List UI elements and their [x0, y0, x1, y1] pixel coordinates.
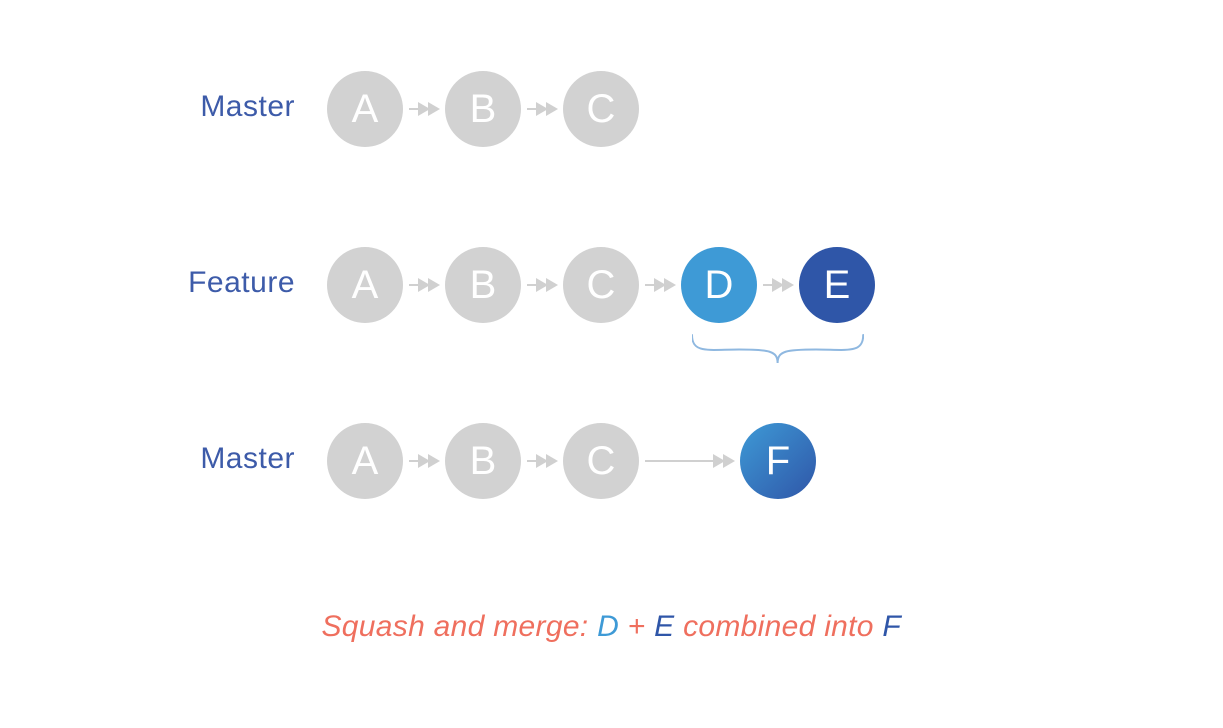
- arrowhead-icon: [723, 454, 735, 468]
- brace-icon: [692, 333, 863, 369]
- commit-letter: C: [587, 265, 616, 305]
- arrow-icon: [409, 108, 429, 110]
- commit-letter: D: [705, 265, 734, 305]
- row-label-r2: Feature: [188, 266, 295, 300]
- caption-segment: F: [882, 610, 901, 643]
- caption-segment: +: [619, 610, 654, 643]
- arrow-icon: [409, 460, 429, 462]
- arrow-icon: [527, 460, 547, 462]
- commit-node-d: D: [681, 247, 757, 323]
- arrow-icon: [409, 284, 429, 286]
- commit-letter: C: [587, 441, 616, 481]
- commit-node-f: F: [740, 423, 816, 499]
- commit-letter: A: [352, 441, 379, 481]
- caption-text: Squash and merge: D + E combined into F: [322, 610, 902, 644]
- commit-node-a: A: [327, 423, 403, 499]
- commit-node-a: A: [327, 247, 403, 323]
- commit-letter: A: [352, 89, 379, 129]
- commit-letter: B: [470, 89, 497, 129]
- commit-node-c: C: [563, 423, 639, 499]
- commit-letter: B: [470, 441, 497, 481]
- commit-letter: C: [587, 89, 616, 129]
- commit-node-b: B: [445, 247, 521, 323]
- arrow-icon: [527, 108, 547, 110]
- caption-segment: D: [597, 610, 619, 643]
- arrowhead-icon: [782, 278, 794, 292]
- commit-letter: B: [470, 265, 497, 305]
- commit-node-b: B: [445, 71, 521, 147]
- commit-node-c: C: [563, 71, 639, 147]
- arrow-icon: [527, 284, 547, 286]
- caption-segment: Squash and merge:: [322, 610, 598, 643]
- commit-node-a: A: [327, 71, 403, 147]
- row-label-r1: Master: [200, 90, 295, 124]
- commit-node-b: B: [445, 423, 521, 499]
- caption-segment: combined into: [674, 610, 882, 643]
- arrow-icon: [645, 284, 665, 286]
- arrow-icon: [645, 460, 724, 462]
- arrowhead-icon: [428, 278, 440, 292]
- arrowhead-icon: [546, 102, 558, 116]
- diagram-canvas: MasterABCFeatureABCDEMasterABCFSquash an…: [0, 0, 1223, 728]
- arrowhead-icon: [546, 278, 558, 292]
- caption-segment: E: [654, 610, 674, 643]
- commit-letter: F: [766, 441, 790, 481]
- commit-node-c: C: [563, 247, 639, 323]
- commit-letter: E: [824, 265, 851, 305]
- commit-letter: A: [352, 265, 379, 305]
- row-label-r3: Master: [200, 442, 295, 476]
- arrowhead-icon: [428, 102, 440, 116]
- arrowhead-icon: [664, 278, 676, 292]
- arrowhead-icon: [546, 454, 558, 468]
- arrowhead-icon: [428, 454, 440, 468]
- commit-node-e: E: [799, 247, 875, 323]
- arrow-icon: [763, 284, 783, 286]
